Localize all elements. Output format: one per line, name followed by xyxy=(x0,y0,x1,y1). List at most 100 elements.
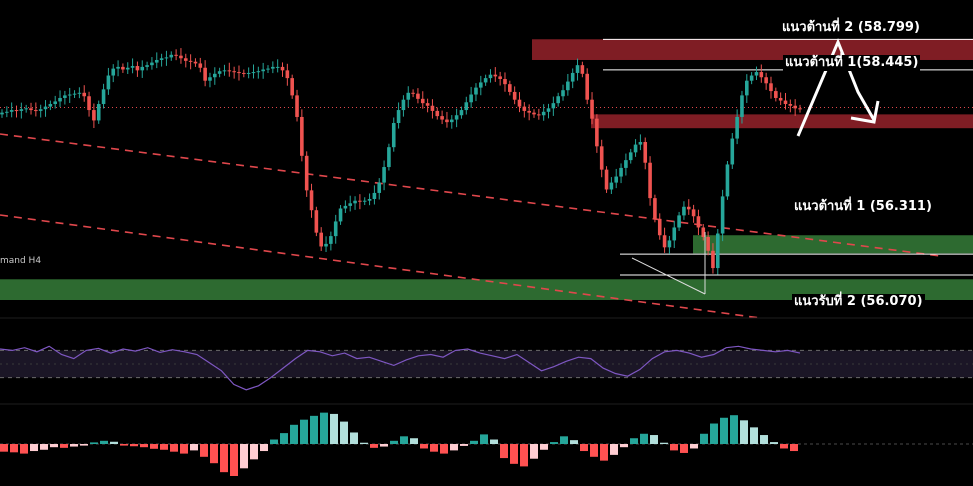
bull-candle xyxy=(677,215,681,228)
bull-candle xyxy=(125,67,130,70)
histogram-bar xyxy=(240,444,248,469)
bull-candle xyxy=(464,102,469,111)
bear-candle xyxy=(648,162,652,199)
bear-candle xyxy=(242,72,246,74)
bull-candle xyxy=(19,109,24,111)
histogram-bar xyxy=(690,444,698,449)
bull-candle xyxy=(63,95,67,98)
histogram-bar xyxy=(160,444,168,450)
bear-candle xyxy=(237,72,241,74)
bull-candle xyxy=(329,236,333,244)
histogram-bar xyxy=(590,444,598,457)
candles-layer xyxy=(0,48,802,275)
rsi-line xyxy=(0,345,801,391)
histogram-bar xyxy=(330,413,338,444)
bull-candle xyxy=(372,192,377,199)
bull-candle xyxy=(406,92,411,100)
bull-candle xyxy=(48,104,53,107)
resistance-1-label: แนวต้านที่ 1(58.445) xyxy=(783,55,921,71)
trendlines-layer xyxy=(0,106,973,319)
bull-candle xyxy=(720,196,725,234)
bear-candle xyxy=(788,104,793,106)
bull-candle xyxy=(169,54,174,58)
bear-candle xyxy=(599,146,604,170)
histogram-bar xyxy=(300,419,308,444)
histogram-bar xyxy=(760,435,768,444)
bear-candle xyxy=(759,72,764,78)
bull-candle xyxy=(614,176,619,183)
histogram-bar xyxy=(10,444,18,453)
histogram-bar xyxy=(700,433,708,444)
bull-candle xyxy=(58,97,62,102)
histogram-bar xyxy=(280,433,288,444)
supply-zone xyxy=(532,39,973,60)
histogram-bar xyxy=(290,424,298,444)
histogram-bar xyxy=(610,444,618,455)
histogram-bar xyxy=(120,444,128,446)
histogram-bar xyxy=(200,444,208,457)
histogram-bar xyxy=(130,444,138,447)
bull-candle xyxy=(154,59,159,63)
resistance-2-label: แนวต้านที่ 2 (58.799) xyxy=(780,20,922,36)
bear-candle xyxy=(793,105,797,109)
histogram-bar xyxy=(600,444,608,461)
bull-candle xyxy=(348,203,353,206)
bear-candle xyxy=(183,58,188,61)
histogram-bar xyxy=(570,440,578,444)
bull-candle xyxy=(570,72,575,82)
bull-candle xyxy=(140,66,145,71)
bull-candle xyxy=(145,65,149,67)
histogram-bar xyxy=(780,444,788,449)
histogram-bar xyxy=(380,444,388,447)
histogram-bar xyxy=(250,444,258,460)
bull-candle xyxy=(111,68,116,76)
bear-candle xyxy=(706,236,710,251)
bear-candle xyxy=(87,96,91,111)
bear-candle xyxy=(309,190,314,211)
bull-candle xyxy=(541,111,546,116)
bear-candle xyxy=(203,67,207,81)
supply-zone xyxy=(591,114,973,129)
bull-candle xyxy=(387,147,391,168)
bear-candle xyxy=(193,61,198,64)
histogram-bar xyxy=(440,444,448,454)
bear-candle xyxy=(416,93,420,99)
bear-candle xyxy=(686,206,691,210)
bull-candle xyxy=(266,68,270,70)
bull-candle xyxy=(343,205,348,209)
histogram-bar xyxy=(100,440,108,444)
bull-candle xyxy=(382,167,386,183)
bull-candle xyxy=(483,78,488,83)
histogram-bar xyxy=(620,444,628,448)
bull-candle xyxy=(53,101,57,105)
bear-candle xyxy=(701,227,706,237)
bull-candle xyxy=(251,72,256,74)
bear-candle xyxy=(711,250,715,269)
bear-candle xyxy=(696,216,701,228)
histogram-bar xyxy=(140,444,148,448)
histogram-bar xyxy=(150,444,158,449)
histogram-bar xyxy=(560,436,568,444)
support-2-label: แนวรับที่ 2 (56.070) xyxy=(792,294,925,310)
bull-candle xyxy=(667,240,672,248)
bull-candle xyxy=(261,69,265,72)
bull-candle xyxy=(150,62,154,66)
histogram-bar xyxy=(30,444,38,452)
bear-candle xyxy=(590,99,594,119)
histogram-bar xyxy=(450,444,458,451)
bull-candle xyxy=(633,144,638,153)
bull-candle xyxy=(217,71,222,74)
histogram-bar xyxy=(710,423,718,444)
bull-candle xyxy=(116,66,120,69)
bull-candle xyxy=(575,65,580,73)
bull-candle xyxy=(24,108,28,110)
bull-candle xyxy=(619,167,623,177)
bull-candle xyxy=(551,103,556,109)
histogram-bar xyxy=(550,442,558,444)
histogram-panel xyxy=(0,412,973,476)
bull-candle xyxy=(213,73,217,78)
bull-candle xyxy=(362,200,367,202)
bear-candle xyxy=(82,92,87,97)
histogram-bar xyxy=(490,439,498,444)
histogram-bar xyxy=(510,444,518,464)
